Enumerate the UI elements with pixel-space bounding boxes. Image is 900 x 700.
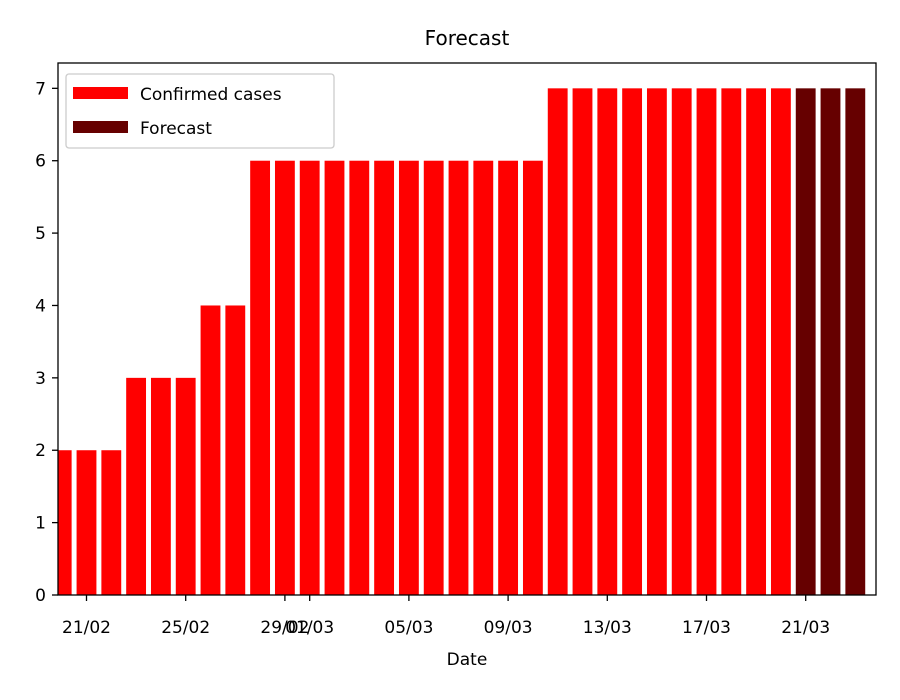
legend: Confirmed cases Forecast xyxy=(65,73,335,149)
bar-confirmed-26-02 xyxy=(200,305,221,595)
y-tick-label-2: 2 xyxy=(35,441,46,461)
bar-confirmed-15-03 xyxy=(646,88,667,595)
y-tick-label-6: 6 xyxy=(35,152,46,172)
plot-frame xyxy=(57,62,877,596)
y-tick-label-0: 0 xyxy=(35,586,46,606)
bar-confirmed-11-03 xyxy=(547,88,568,595)
bar-confirmed-13-03 xyxy=(597,88,618,595)
bar-confirmed-23-02 xyxy=(126,377,147,595)
x-tick-label-21-03: 21/03 xyxy=(781,618,830,638)
legend-swatch-forecast xyxy=(73,121,128,133)
bar-confirmed-21-02 xyxy=(76,450,97,595)
x-tick-label-05-03: 05/03 xyxy=(384,618,433,638)
x-tick-label-13-03: 13/03 xyxy=(583,618,632,638)
bar-confirmed-28-02 xyxy=(250,160,271,595)
bar-confirmed-25-02 xyxy=(175,377,196,595)
y-tick-label-7: 7 xyxy=(35,79,46,99)
y-axis: 0 1 2 3 4 5 6 7 xyxy=(35,79,58,606)
y-tick-label-4: 4 xyxy=(35,296,46,316)
bar-confirmed-16-03 xyxy=(671,88,692,595)
x-tick-label-25-02: 25/02 xyxy=(161,618,210,638)
x-tick-label-17-03: 17/03 xyxy=(682,618,731,638)
bar-confirmed-29-02 xyxy=(274,160,295,595)
legend-label-forecast: Forecast xyxy=(140,119,212,139)
bar-confirmed-17-03 xyxy=(696,88,717,595)
y-tick-label-5: 5 xyxy=(35,224,46,244)
bar-confirmed-07-03 xyxy=(448,160,469,595)
x-tick-label-29-02: 29/02 xyxy=(260,618,309,638)
bar-confirmed-18-03 xyxy=(721,88,742,595)
legend-box xyxy=(65,73,335,149)
bar-confirmed-27-02 xyxy=(225,305,246,595)
legend-swatch-confirmed xyxy=(73,87,128,99)
bar-confirmed-06-03 xyxy=(423,160,444,595)
bar-confirmed-20-02 xyxy=(58,450,72,595)
bar-confirmed-09-03 xyxy=(498,160,519,595)
bar-confirmed-14-03 xyxy=(622,88,643,595)
bar-forecast-22-03 xyxy=(820,88,841,595)
bar-confirmed-01-03 xyxy=(299,160,320,595)
bar-confirmed-19-03 xyxy=(746,88,767,595)
chart-title: Forecast xyxy=(425,26,510,50)
x-tick-label-21-02: 21/02 xyxy=(62,618,111,638)
bar-forecast-23-03 xyxy=(845,88,866,595)
x-tick-label-09-03: 09/03 xyxy=(484,618,533,638)
bar-confirmed-24-02 xyxy=(150,377,171,595)
bar-confirmed-05-03 xyxy=(398,160,419,595)
legend-label-confirmed: Confirmed cases xyxy=(140,85,282,105)
bar-confirmed-10-03 xyxy=(522,160,543,595)
y-tick-label-3: 3 xyxy=(35,369,46,389)
bar-confirmed-03-03 xyxy=(349,160,370,595)
bar-confirmed-20-03 xyxy=(770,88,791,595)
bar-confirmed-04-03 xyxy=(374,160,395,595)
bars-group xyxy=(58,88,866,595)
bar-confirmed-22-02 xyxy=(101,450,122,595)
bar-confirmed-08-03 xyxy=(473,160,494,595)
x-axis-label: Date xyxy=(447,650,488,670)
bar-forecast-21-03 xyxy=(795,88,816,595)
y-tick-label-1: 1 xyxy=(35,514,46,534)
bar-confirmed-02-03 xyxy=(324,160,345,595)
bar-confirmed-12-03 xyxy=(572,88,593,595)
x-tick-label-01-03: 01/03 xyxy=(285,618,334,638)
